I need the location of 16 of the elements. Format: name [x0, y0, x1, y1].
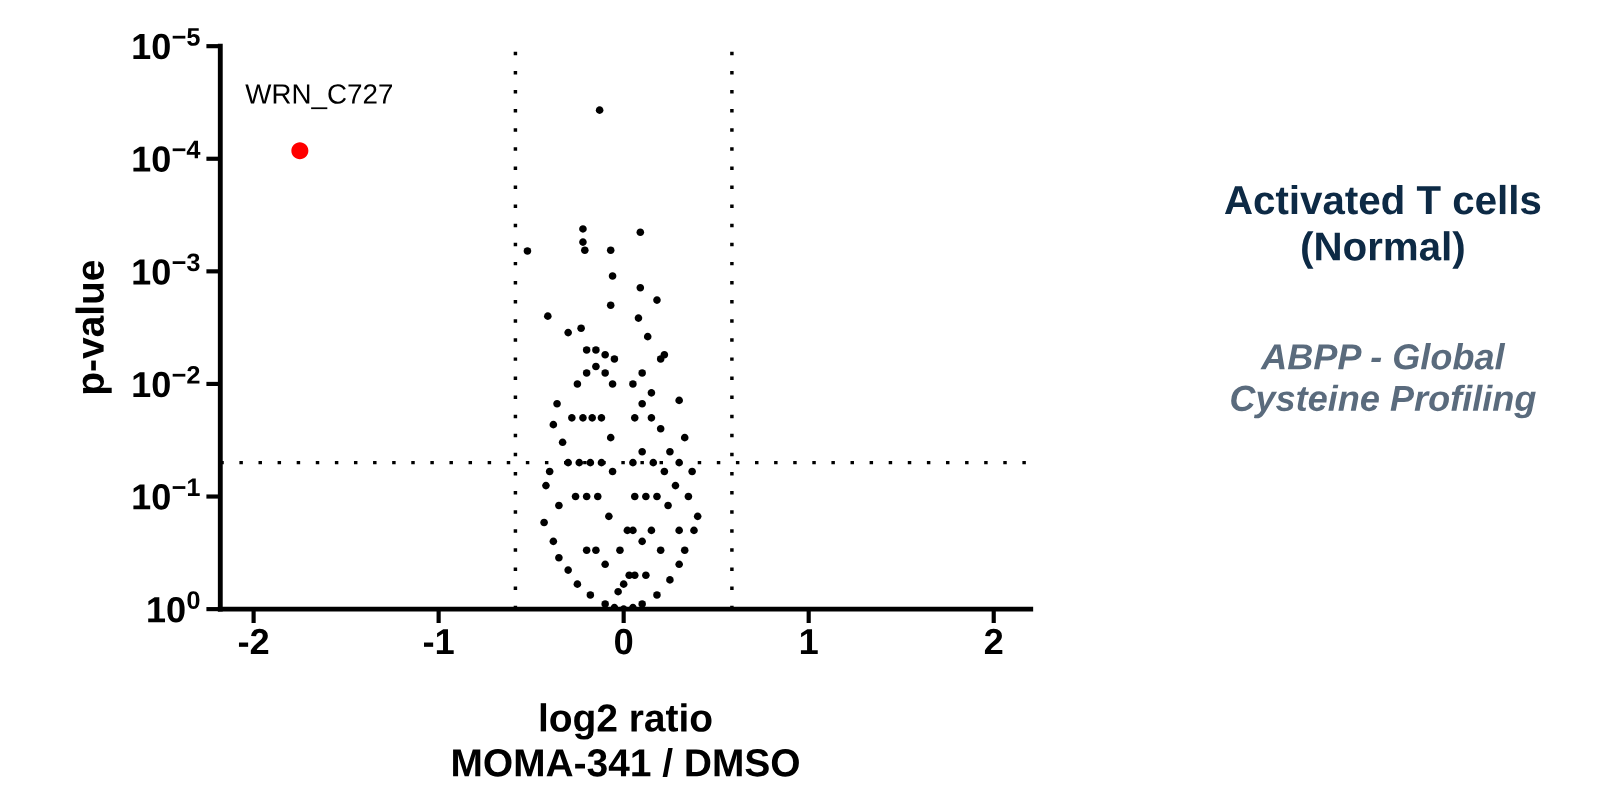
x-tick-label: -2	[238, 628, 269, 655]
y-tick-label: 10$^{0}$	[148, 591, 200, 623]
x-tick-label: 0	[615, 628, 633, 655]
y-tick-label: 10$^{−4}$	[133, 140, 201, 172]
x-tick-label: 2	[984, 628, 1003, 655]
text: Activated T cells (Normal)	[1224, 184, 1541, 269]
y-axis-title: p-value	[75, 260, 112, 394]
y-tick-label: 10$^{−5}$	[133, 28, 200, 60]
text: ABPP - Global Cysteine Profiling	[1231, 343, 1536, 419]
x-tick-label: -1	[423, 629, 454, 655]
y-tick-label: 10$^{−3}$	[133, 253, 200, 285]
x-axis-title: log2 ratio MOMA-341 / DMSO	[453, 703, 799, 778]
annotation: WRN_C727	[245, 84, 393, 110]
y-tick-label: 10$^{−1}$	[133, 478, 200, 510]
x-tick-label: 1	[800, 629, 818, 655]
y-tick-label: 10$^{−2}$	[133, 365, 200, 398]
